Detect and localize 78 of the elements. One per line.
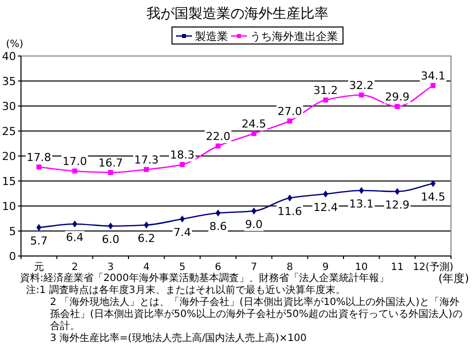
data-label: 5.7 xyxy=(30,234,48,248)
data-label: 12.4 xyxy=(313,201,338,214)
data-label: 8.6 xyxy=(209,220,227,233)
data-label: 12.9 xyxy=(385,198,410,212)
x-tick-label: 9 xyxy=(322,262,329,273)
point xyxy=(144,222,149,228)
x-tick-label: 6 xyxy=(214,262,222,273)
data-label: 6.2 xyxy=(138,232,156,245)
x-tick-label: 3 xyxy=(107,262,114,273)
x-tick-label: 2 xyxy=(72,262,78,273)
point xyxy=(216,144,221,148)
point xyxy=(251,208,256,214)
x-tick-label: 4 xyxy=(143,262,150,273)
point xyxy=(358,92,364,98)
y-tick-label: 20 xyxy=(2,150,16,163)
point xyxy=(394,188,400,195)
point xyxy=(36,224,42,231)
y-axis-title: (%) xyxy=(6,39,24,50)
data-label: 6.0 xyxy=(102,233,120,246)
x-tick-label: 8 xyxy=(286,262,293,273)
data-label: 14.5 xyxy=(420,190,446,204)
point xyxy=(216,210,221,216)
y-tick-label: 35 xyxy=(2,75,16,88)
x-tick-label: 7 xyxy=(250,262,258,273)
data-label: 6.4 xyxy=(66,231,84,244)
data-label: 17.8 xyxy=(26,151,52,164)
data-label: 17.3 xyxy=(134,154,159,166)
point xyxy=(287,118,292,124)
x-tick-label: 元 xyxy=(34,262,44,273)
point xyxy=(180,216,185,222)
y-tick-label: 10 xyxy=(2,200,16,213)
x-axis-title: (年度) xyxy=(438,272,469,285)
point xyxy=(287,194,292,202)
data-label: 17.0 xyxy=(62,155,87,168)
point xyxy=(430,83,436,88)
point xyxy=(180,162,185,167)
data-label: 18.3 xyxy=(170,148,194,162)
point xyxy=(394,104,400,109)
text: 注:1 調査時点は各年度3月末、またはそれ以前で最も近い決算年度末。 xyxy=(25,285,346,296)
point xyxy=(36,164,42,170)
point xyxy=(144,167,149,172)
data-label: 13.1 xyxy=(349,198,374,210)
data-label: 16.7 xyxy=(98,156,123,170)
point xyxy=(108,170,114,175)
text: 3 海外生産比率=(現地法人売上高/国内法人売上高)×100 xyxy=(49,333,308,345)
point xyxy=(251,131,256,136)
y-tick-label: 15 xyxy=(2,175,16,188)
point xyxy=(430,180,436,187)
y-tick-label: 40 xyxy=(2,50,16,63)
chart-title: 我が国製造業の海外生産比率 xyxy=(146,6,328,22)
text: 2 「海外現地法人」とは、「海外子会社」(日本側出資比率が10%以上の外国法人)と「海外孫会社」(日本側出資比率が50%以上の海外子会社が50%超の出資を行っている外国法人)の合計。 xyxy=(49,297,464,332)
x-tick-label: 12(予測) xyxy=(412,261,454,273)
data-label: 27.0 xyxy=(278,105,302,118)
text: 資料:経済産業省「2000年海外事業活動基本調査」、財務省「法人企業統計年報」 xyxy=(19,273,390,284)
legend-label: 製造業 xyxy=(195,30,228,43)
point xyxy=(72,168,78,174)
data-label: 29.9 xyxy=(385,90,410,104)
y-tick-label: 30 xyxy=(2,100,16,113)
data-label: 32.2 xyxy=(349,79,374,92)
x-tick-label: 5 xyxy=(179,262,186,273)
data-label: 11.6 xyxy=(278,205,302,218)
data-label: 24.5 xyxy=(242,118,266,130)
point xyxy=(108,222,114,230)
x-tick-label: 11 xyxy=(390,262,404,273)
data-label: 9.0 xyxy=(245,218,263,231)
x-tick-label: 10 xyxy=(355,262,368,273)
point xyxy=(72,220,78,228)
legend-label: うち海外進出企業 xyxy=(250,30,338,43)
data-label: 22.0 xyxy=(206,130,230,143)
data-label: 34.1 xyxy=(420,70,446,82)
point xyxy=(323,190,328,198)
point xyxy=(323,98,328,102)
y-tick-label: 25 xyxy=(2,125,16,138)
data-label: 31.2 xyxy=(313,84,338,97)
data-label: 7.4 xyxy=(174,226,191,239)
y-tick-label: 0 xyxy=(9,250,16,263)
y-tick-label: 5 xyxy=(9,225,16,238)
point xyxy=(358,187,364,194)
